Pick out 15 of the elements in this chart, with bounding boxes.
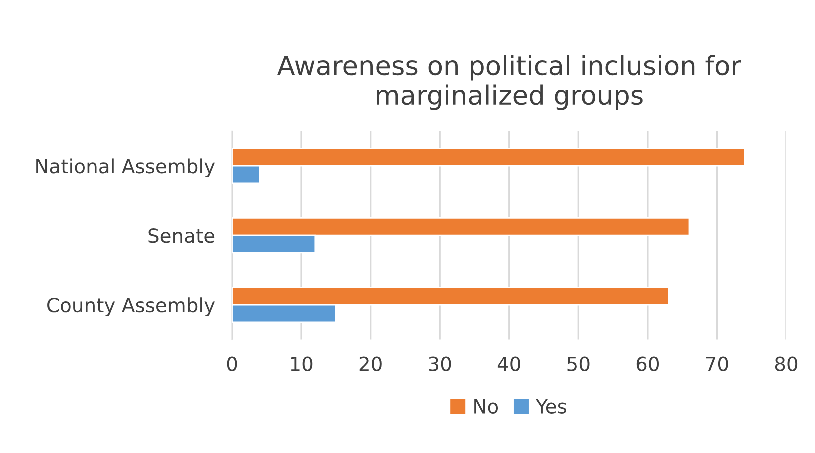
x-tick-label: 0 <box>227 356 238 372</box>
chart-title: Awareness on political inclusion for marginalized groups <box>277 55 742 110</box>
y-tick-label: Senate <box>148 228 215 244</box>
x-tick-label: 70 <box>706 356 728 372</box>
y-tick-label: National Assembly <box>36 158 216 178</box>
y-tick-label: County Assembly <box>48 298 216 316</box>
legend-label: Yes <box>536 400 567 414</box>
x-tick-label: 50 <box>568 356 590 372</box>
x-tick-label: 30 <box>429 356 452 372</box>
x-tick-label: 10 <box>291 356 313 372</box>
x-tick-label: 60 <box>636 356 660 372</box>
legend-label: No <box>474 400 498 414</box>
x-tick-label: 20 <box>360 356 382 372</box>
x-tick-label: 40 <box>498 356 520 372</box>
x-tick-label: 80 <box>775 356 798 372</box>
